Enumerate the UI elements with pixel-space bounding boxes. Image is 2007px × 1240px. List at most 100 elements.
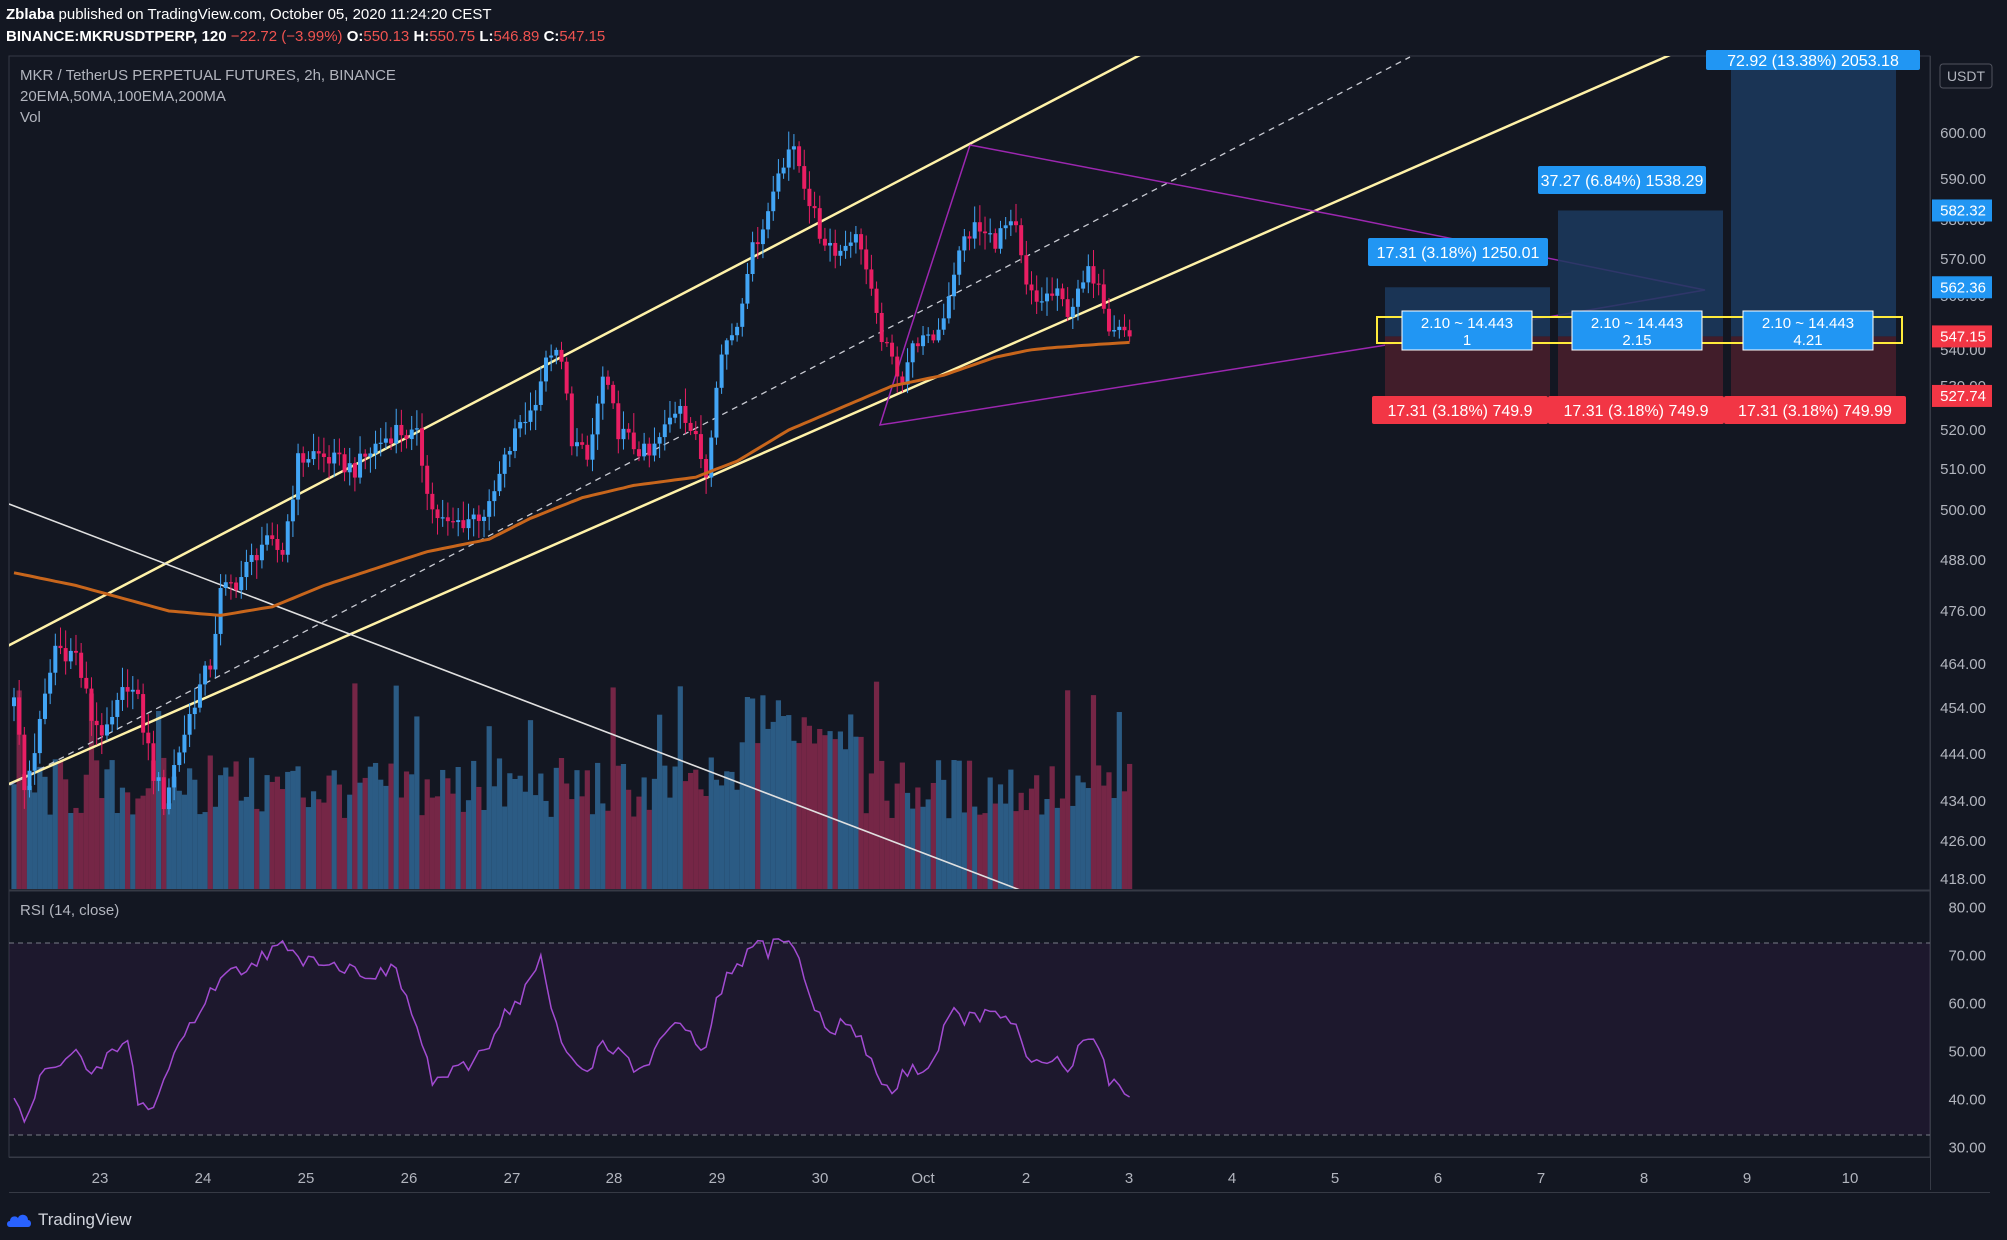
price-tag-target-1[interactable]: 582.32 (1932, 199, 1992, 222)
candle-body[interactable] (538, 381, 543, 405)
candle-body[interactable] (296, 453, 301, 500)
candle-body[interactable] (1112, 330, 1117, 332)
candle-body[interactable] (1096, 283, 1101, 285)
candle-body[interactable] (631, 432, 636, 450)
rsi-legend[interactable]: RSI (14, close) (20, 902, 120, 919)
candle-body[interactable] (203, 665, 208, 685)
candle-body[interactable] (27, 770, 32, 791)
candle-body[interactable] (1117, 326, 1122, 331)
candle-body[interactable] (89, 688, 94, 721)
rsi-line[interactable] (13, 938, 1130, 1124)
candle-body[interactable] (828, 242, 833, 246)
candle-body[interactable] (430, 493, 435, 510)
candle-body[interactable] (513, 428, 518, 452)
candle-body[interactable] (662, 424, 667, 438)
candle-body[interactable] (141, 694, 146, 733)
candle-body[interactable] (156, 777, 161, 781)
candle-body[interactable] (786, 149, 791, 168)
candle-body[interactable] (456, 520, 461, 523)
candle-body[interactable] (342, 454, 347, 473)
candle-body[interactable] (600, 376, 605, 404)
candle-body[interactable] (404, 435, 409, 440)
candle-body[interactable] (518, 422, 523, 429)
candle-body[interactable] (1060, 288, 1065, 300)
candle-body[interactable] (383, 438, 388, 443)
candle-body[interactable] (750, 242, 755, 275)
candle-body[interactable] (172, 765, 177, 788)
candle-body[interactable] (590, 434, 595, 460)
candle-body[interactable] (347, 463, 352, 473)
candle-body[interactable] (166, 787, 171, 810)
candle-body[interactable] (327, 457, 332, 464)
candle-body[interactable] (497, 473, 502, 492)
target-3-label[interactable]: 72.92 (13.38%) 2053.18 (1706, 50, 1920, 70)
candle-body[interactable] (84, 677, 89, 689)
candle-body[interactable] (776, 173, 781, 192)
candle-body[interactable] (290, 499, 295, 522)
candle-body[interactable] (549, 355, 554, 358)
candle-body[interactable] (977, 222, 982, 232)
descending-trendline[interactable] (9, 503, 1020, 890)
candle-body[interactable] (693, 430, 698, 435)
candle-body[interactable] (771, 191, 776, 212)
stop-label-1[interactable]: 17.31 (3.18%) 749.9 (1372, 396, 1548, 424)
candle-body[interactable] (161, 777, 166, 810)
candle-body[interactable] (1122, 326, 1127, 331)
candle-body[interactable] (476, 514, 481, 521)
candle-body[interactable] (244, 561, 249, 578)
candle-body[interactable] (373, 443, 378, 454)
candle-body[interactable] (445, 517, 450, 522)
candle-body[interactable] (755, 242, 760, 245)
candle-body[interactable] (817, 208, 822, 239)
candle-body[interactable] (874, 288, 879, 313)
candle-body[interactable] (110, 716, 115, 725)
candle-body[interactable] (32, 753, 37, 771)
candle-body[interactable] (657, 437, 662, 444)
candle-body[interactable] (647, 443, 652, 456)
candle-body[interactable] (636, 449, 641, 457)
candle-body[interactable] (848, 242, 853, 246)
candle-body[interactable] (223, 582, 228, 589)
candle-body[interactable] (523, 421, 528, 424)
ma-line[interactable] (13, 340, 1130, 617)
candle-body[interactable] (936, 329, 941, 341)
candle-body[interactable] (73, 650, 78, 653)
candle-body[interactable] (574, 442, 579, 447)
candle-body[interactable] (120, 687, 125, 700)
candle-body[interactable] (972, 222, 977, 239)
tradingview-logo[interactable]: TradingView (6, 1210, 132, 1230)
candle-body[interactable] (321, 453, 326, 458)
candle-body[interactable] (1081, 282, 1086, 289)
candle-body[interactable] (409, 429, 414, 440)
candle-body[interactable] (595, 403, 600, 435)
candle-body[interactable] (228, 582, 233, 584)
candle-body[interactable] (807, 188, 812, 207)
candle-body[interactable] (745, 274, 750, 304)
candle-body[interactable] (420, 428, 425, 466)
target-1-label[interactable]: 37.27 (6.84%) 1538.29 (1538, 166, 1706, 194)
candle-body[interactable] (859, 234, 864, 250)
candle-body[interactable] (99, 725, 104, 736)
candle-body[interactable] (585, 444, 590, 460)
candle-body[interactable] (399, 424, 404, 436)
candle-body[interactable] (983, 231, 988, 234)
candle-body[interactable] (197, 684, 202, 708)
channel-upper-line[interactable] (0, 55, 1141, 650)
candle-body[interactable] (12, 697, 16, 707)
candle-body[interactable] (368, 453, 373, 457)
candle-body[interactable] (941, 318, 946, 330)
candle-body[interactable] (466, 519, 471, 529)
candle-body[interactable] (621, 428, 626, 440)
candle-body[interactable] (678, 405, 683, 414)
candle-body[interactable] (698, 434, 703, 460)
candle-body[interactable] (1039, 301, 1044, 303)
candle-body[interactable] (425, 465, 430, 494)
candle-body[interactable] (543, 357, 548, 382)
candle-body[interactable] (1101, 284, 1106, 309)
stop-label-2[interactable]: 17.31 (3.18%) 749.9 (1548, 396, 1724, 424)
candle-body[interactable] (1070, 306, 1075, 317)
candle-body[interactable] (192, 707, 197, 715)
candle-body[interactable] (1003, 225, 1008, 229)
candle-body[interactable] (482, 516, 487, 521)
